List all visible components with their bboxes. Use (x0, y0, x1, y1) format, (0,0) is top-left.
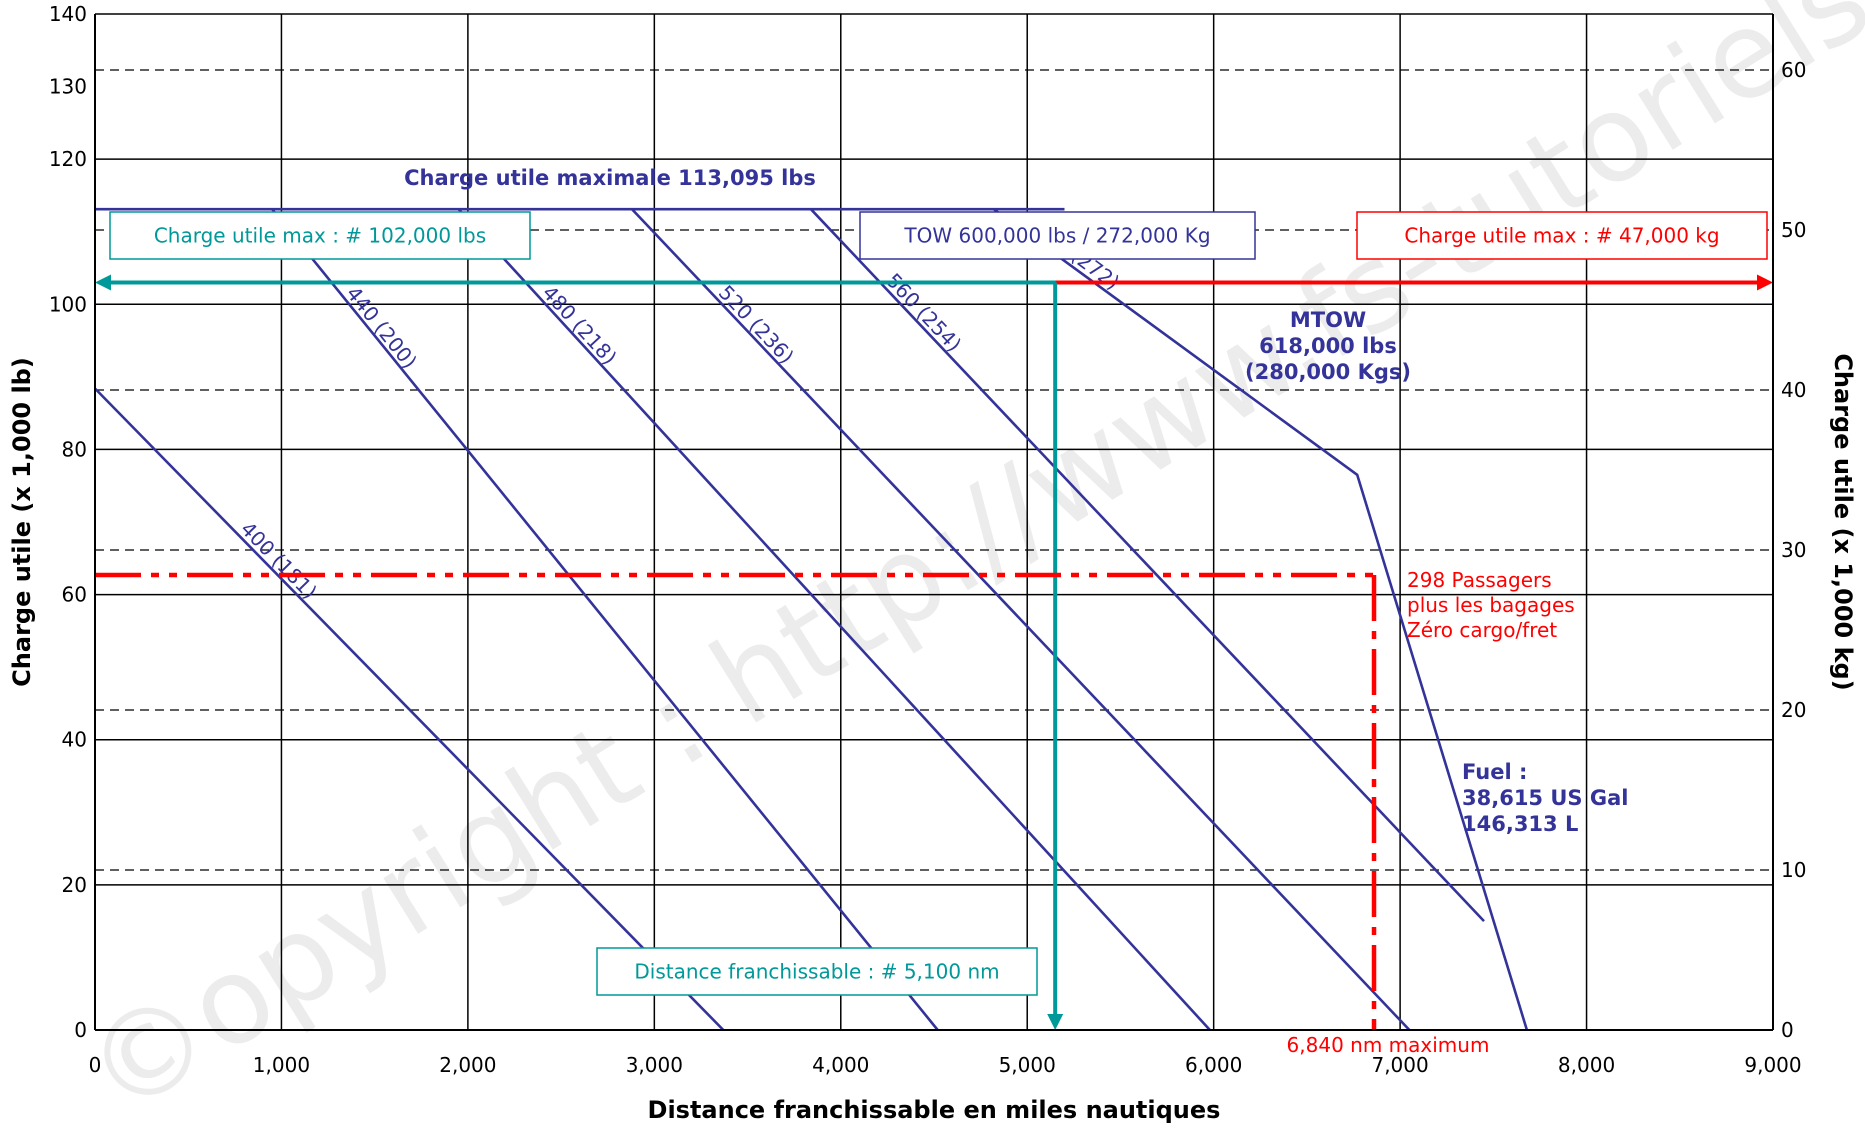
y-right-tick-label: 20 (1781, 698, 1806, 722)
tow-label-box (859, 211, 1256, 260)
series-line (94, 387, 725, 1031)
range-label: Distance franchissable : # 5,100 nm (634, 960, 999, 984)
y-right-tick-label: 50 (1781, 218, 1806, 242)
mtow-label: 618,000 lbs (1259, 334, 1397, 358)
arrow-down-icon (1047, 1014, 1064, 1030)
payload-max-lbs-label-box (109, 211, 531, 260)
x-tick-label: 2,000 (439, 1053, 496, 1077)
passengers-label: Zéro cargo/fret (1407, 618, 1557, 642)
payload-max-lbs-label: Charge utile max : # 102,000 lbs (154, 224, 486, 248)
tow-label: TOW 600,000 lbs / 272,000 Kg (903, 224, 1210, 248)
fuel-label: Fuel : (1462, 760, 1527, 784)
fuel-label: 146,313 L (1462, 812, 1578, 836)
series-label: 400 (181) (236, 517, 322, 604)
payload-max-kg-label: Charge utile max : # 47,000 kg (1404, 224, 1719, 248)
payload-max-kg-label-box (1356, 211, 1768, 260)
series-label: 440 (200) (341, 282, 422, 374)
y-right-tick-label: 40 (1781, 378, 1806, 402)
series-line (992, 208, 1529, 1031)
y-right-tick-label: 0 (1781, 1018, 1794, 1042)
x-tick-label: 4,000 (812, 1053, 869, 1077)
passengers-label: 298 Passagers (1407, 568, 1552, 592)
arrow-right-icon (1757, 274, 1773, 291)
y-right-tick-label: 10 (1781, 858, 1806, 882)
y-tick-label: 60 (62, 583, 87, 607)
x-tick-label: 7,000 (1371, 1053, 1428, 1077)
fuel-label: 38,615 US Gal (1462, 786, 1628, 810)
y-tick-label: 40 (62, 728, 87, 752)
max-range-label: 6,840 nm maximum (1287, 1033, 1490, 1057)
x-tick-label: 0 (89, 1053, 102, 1077)
y-right-tick-label: 30 (1781, 538, 1806, 562)
y-tick-label: 120 (49, 147, 87, 171)
axes: 0 1,000 2,000 3,000 4,000 5,000 6,000 7,000 8,00… (8, 2, 1857, 1124)
y-axis-title: Charge utile (x 1,000 lb) (8, 357, 36, 687)
y-axis-right-title: Charge utile (x 1,000 kg) (1829, 353, 1857, 690)
y-tick-label: 20 (62, 873, 87, 897)
reference-lines (95, 274, 1773, 1030)
max-payload-label: Charge utile maximale 113,095 lbs (404, 166, 816, 190)
x-axis-title: Distance franchissable en miles nautique… (648, 1096, 1221, 1124)
annotations: Charge utile maximale 113,095 lbs Charge … (109, 166, 1768, 1057)
y-tick-label: 140 (49, 2, 87, 26)
y-tick-label: 100 (49, 292, 87, 316)
series-line (631, 208, 1411, 1031)
series-label: 480 (218) (538, 281, 622, 370)
y-tick-label: 130 (49, 75, 87, 99)
y-right-tick-label: 60 (1781, 58, 1806, 82)
series-line (457, 208, 1211, 1031)
x-tick-label: 5,000 (999, 1053, 1056, 1077)
passengers-label: plus les bagages (1407, 593, 1575, 617)
x-tick-label: 3,000 (626, 1053, 683, 1077)
series-line (271, 208, 939, 1031)
mtow-label: (280,000 Kgs) (1245, 360, 1411, 384)
y-tick-label: 80 (62, 437, 87, 461)
mtow-label: MTOW (1290, 308, 1366, 332)
series-label: 520 (236) (714, 280, 799, 368)
y-tick-label: 0 (74, 1018, 87, 1042)
x-tick-label: 9,000 (1744, 1053, 1801, 1077)
range-label-box (596, 947, 1038, 996)
arrow-left-icon (95, 274, 111, 291)
x-tick-label: 8,000 (1558, 1053, 1615, 1077)
x-tick-label: 6,000 (1185, 1053, 1242, 1077)
x-tick-label: 1,000 (253, 1053, 310, 1077)
